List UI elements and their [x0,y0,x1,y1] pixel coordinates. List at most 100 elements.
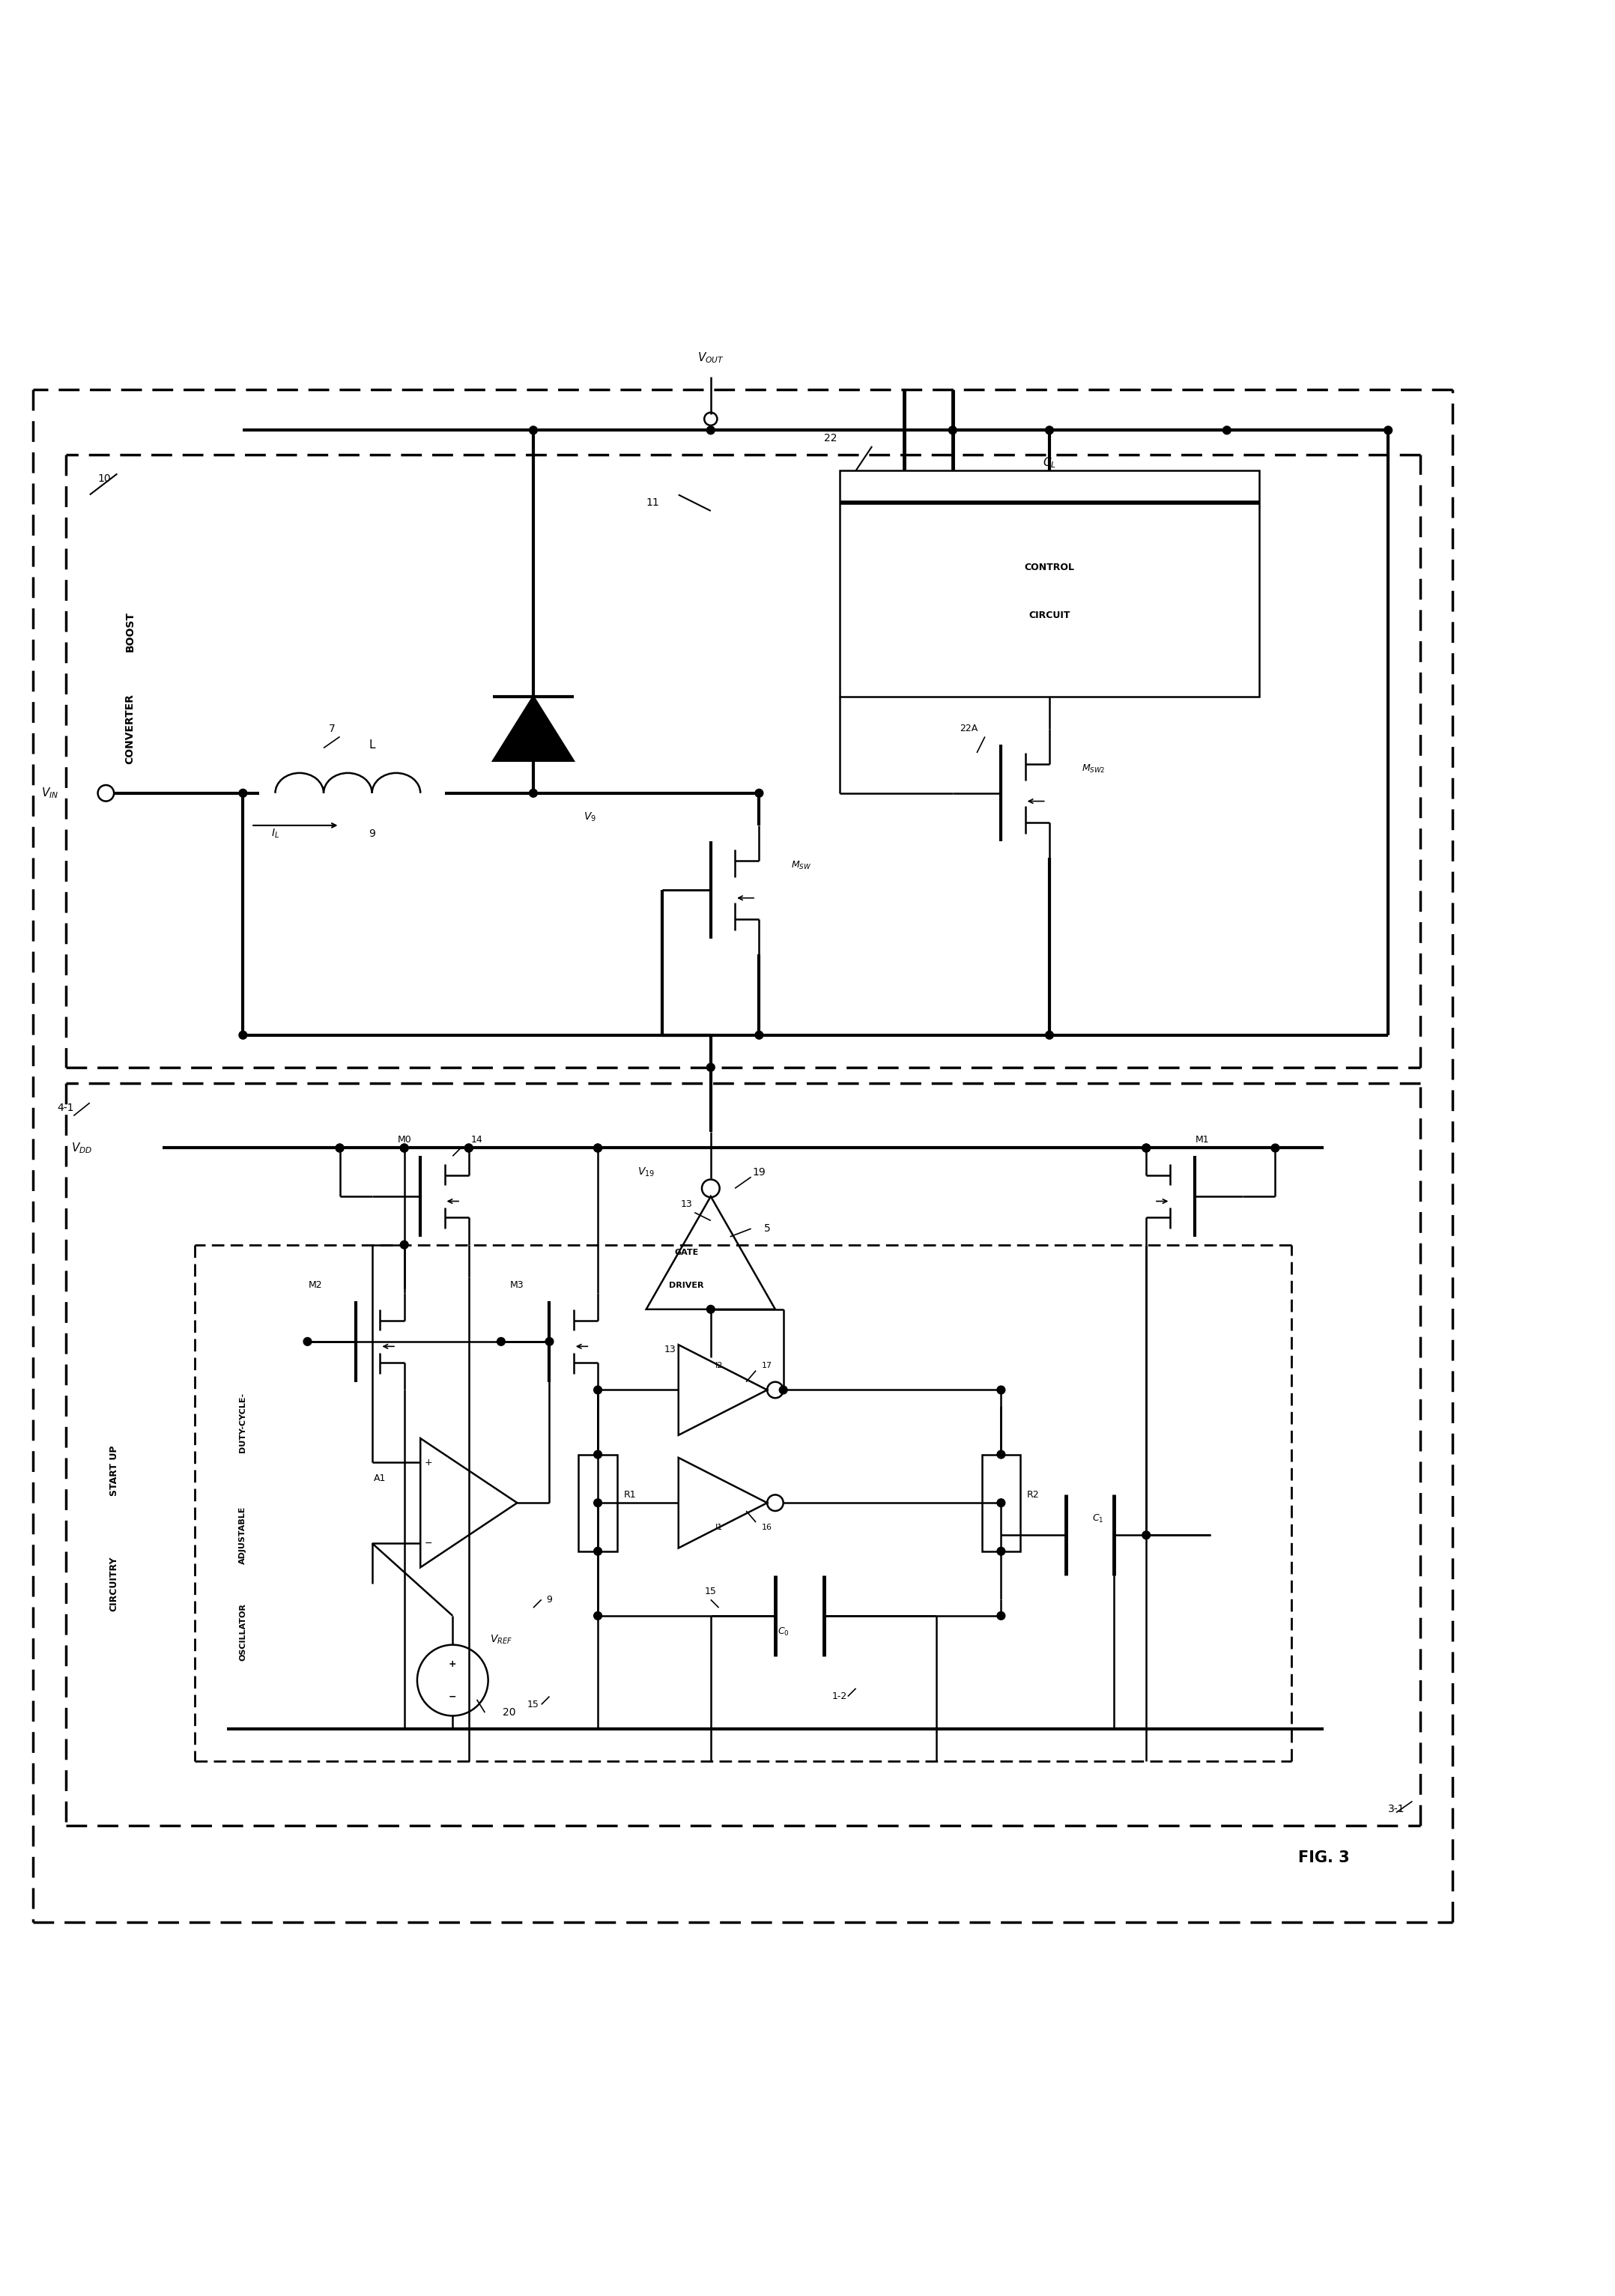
Text: 14: 14 [472,1134,483,1146]
Text: A1: A1 [375,1474,386,1483]
Circle shape [780,1387,788,1394]
Text: 1-2: 1-2 [832,1692,848,1701]
Text: $C_L$: $C_L$ [1043,455,1056,468]
Circle shape [594,1143,602,1153]
Text: 20: 20 [502,1708,515,1717]
Text: $M_{SW2}$: $M_{SW2}$ [1082,762,1105,774]
Text: $V_{19}$: $V_{19}$ [638,1166,656,1178]
Circle shape [304,1339,312,1345]
Text: 13: 13 [664,1345,677,1355]
Text: M0: M0 [397,1134,412,1146]
Text: 11: 11 [646,498,659,507]
Text: +: + [449,1660,457,1669]
Circle shape [1045,1031,1053,1040]
Circle shape [594,1548,602,1554]
Circle shape [401,1143,409,1153]
Text: 15: 15 [528,1699,539,1708]
Circle shape [336,1143,344,1153]
Circle shape [1142,1143,1150,1153]
Circle shape [1271,1143,1279,1153]
Text: OSCILLATOR: OSCILLATOR [239,1603,247,1660]
Circle shape [546,1339,554,1345]
Circle shape [1142,1531,1150,1538]
Text: CONTROL: CONTROL [1024,563,1074,572]
Text: FIG. 3: FIG. 3 [1298,1851,1350,1864]
Circle shape [707,427,715,434]
Text: CONVERTER: CONVERTER [124,693,136,765]
Text: 3-1: 3-1 [1389,1805,1405,1814]
Text: $V_{IN}$: $V_{IN}$ [42,785,58,799]
Text: 17: 17 [762,1362,772,1368]
Text: DUTY-CYCLE-: DUTY-CYCLE- [239,1391,247,1451]
Text: 22A: 22A [959,723,977,732]
Circle shape [996,1548,1005,1554]
Circle shape [594,1143,602,1153]
Circle shape [594,1499,602,1506]
Text: I2: I2 [715,1362,722,1368]
Circle shape [336,1143,344,1153]
Circle shape [594,1387,602,1394]
Text: $V_{DD}$: $V_{DD}$ [71,1141,92,1155]
Circle shape [465,1143,473,1153]
Circle shape [530,427,538,434]
Text: $I_L$: $I_L$ [271,827,279,840]
Polygon shape [493,696,573,760]
Text: $C_1$: $C_1$ [1092,1513,1103,1525]
Text: CIRCUITRY: CIRCUITRY [110,1557,120,1612]
Text: L: L [368,739,375,751]
Text: BOOST: BOOST [124,611,136,652]
Text: 4-1: 4-1 [58,1102,74,1114]
Circle shape [594,1451,602,1458]
Text: R2: R2 [1027,1490,1040,1499]
Text: 9: 9 [368,829,375,838]
Circle shape [497,1339,505,1345]
Circle shape [401,1143,409,1153]
Text: ADJUSTABLE: ADJUSTABLE [239,1506,247,1564]
Text: R1: R1 [623,1490,636,1499]
Text: START UP: START UP [110,1444,120,1497]
Circle shape [239,1031,247,1040]
Text: D: D [546,723,554,735]
Text: $C_0$: $C_0$ [777,1626,790,1637]
Text: $M_{SW}$: $M_{SW}$ [791,861,812,872]
Circle shape [594,1612,602,1619]
Circle shape [401,1240,409,1249]
Text: $V_9$: $V_9$ [583,810,596,824]
Text: +: + [425,1458,433,1467]
Bar [578,1453,617,1552]
Text: I1: I1 [715,1522,722,1531]
Circle shape [756,790,764,797]
Text: $V_{REF}$: $V_{REF}$ [489,1635,512,1646]
Text: DRIVER: DRIVER [669,1281,704,1288]
Circle shape [707,1304,715,1313]
Circle shape [996,1499,1005,1506]
Text: 7: 7 [328,723,334,735]
Circle shape [1142,1143,1150,1153]
Text: 10: 10 [99,473,111,484]
Bar [982,1453,1021,1552]
Text: 22: 22 [824,434,837,443]
Circle shape [1384,427,1392,434]
Text: M2: M2 [308,1281,323,1290]
Circle shape [996,1612,1005,1619]
Text: $V_{OUT}$: $V_{OUT}$ [698,351,724,365]
Circle shape [1223,427,1231,434]
Circle shape [948,427,956,434]
Text: CIRCUIT: CIRCUIT [1029,611,1071,620]
Text: −: − [449,1692,457,1701]
Text: 15: 15 [704,1587,717,1596]
Text: 13: 13 [680,1199,693,1210]
Circle shape [707,1063,715,1072]
Text: −: − [425,1538,433,1548]
Circle shape [530,790,538,797]
Text: M3: M3 [510,1281,525,1290]
Circle shape [996,1451,1005,1458]
Circle shape [756,1031,764,1040]
Circle shape [996,1387,1005,1394]
Text: 16: 16 [762,1522,772,1531]
Text: 9: 9 [546,1596,552,1605]
Circle shape [239,790,247,797]
Bar [840,471,1260,696]
Text: M1: M1 [1195,1134,1210,1146]
Text: 19: 19 [753,1166,766,1178]
